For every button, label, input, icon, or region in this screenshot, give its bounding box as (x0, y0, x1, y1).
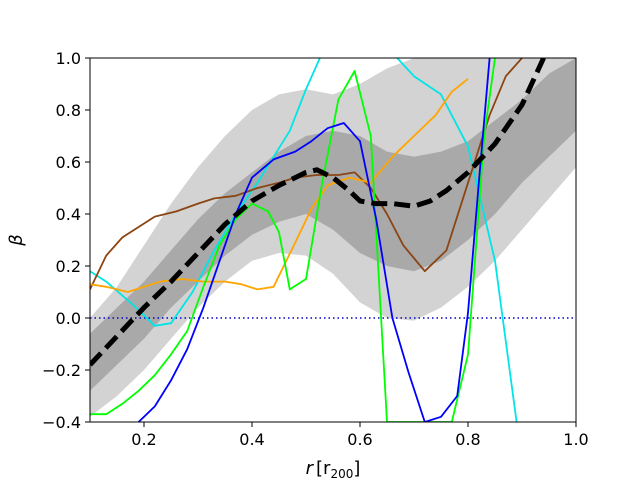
x-axis-ticks: 0.2 0.4 0.6 0.8 1.0 (131, 422, 589, 449)
y-axis-label: β (6, 234, 27, 247)
inner-band (90, 58, 576, 391)
x-tick-label: 0.8 (455, 430, 480, 449)
x-axis-label-unit: [r (316, 458, 331, 479)
plot-frame (89, 57, 577, 423)
series-blue-line (137, 58, 491, 422)
x-axis-label-sub: 200 (330, 467, 353, 480)
series-lines (90, 58, 546, 422)
x-axis-label-close: ] (353, 458, 360, 479)
series-cyan-line (90, 58, 518, 422)
y-tick-label: 1.0 (56, 49, 81, 68)
y-axis-ticks: −0.4 −0.2 0.0 0.2 0.4 0.6 0.8 1.0 (42, 49, 90, 432)
x-tick-label: 0.2 (131, 430, 156, 449)
y-tick-label: 0.2 (56, 257, 81, 276)
x-axis-label: r [r200] (306, 458, 361, 480)
series-orange-line (90, 78, 469, 293)
confidence-bands (90, 58, 576, 417)
x-tick-label: 0.6 (347, 430, 372, 449)
y-tick-label: 0.8 (56, 101, 81, 120)
series-brown-line (90, 58, 523, 290)
y-tick-label: 0.4 (56, 205, 81, 224)
y-tick-label: −0.2 (42, 361, 81, 380)
x-tick-label: 1.0 (563, 430, 588, 449)
x-tick-label: 0.4 (239, 430, 264, 449)
x-axis-label-var: r (306, 458, 315, 479)
y-tick-label: 0.6 (56, 153, 81, 172)
y-tick-label: −0.4 (42, 413, 81, 432)
series-mean-line (90, 58, 546, 367)
y-tick-label: 0.0 (56, 309, 81, 328)
series-green-line (90, 58, 496, 422)
